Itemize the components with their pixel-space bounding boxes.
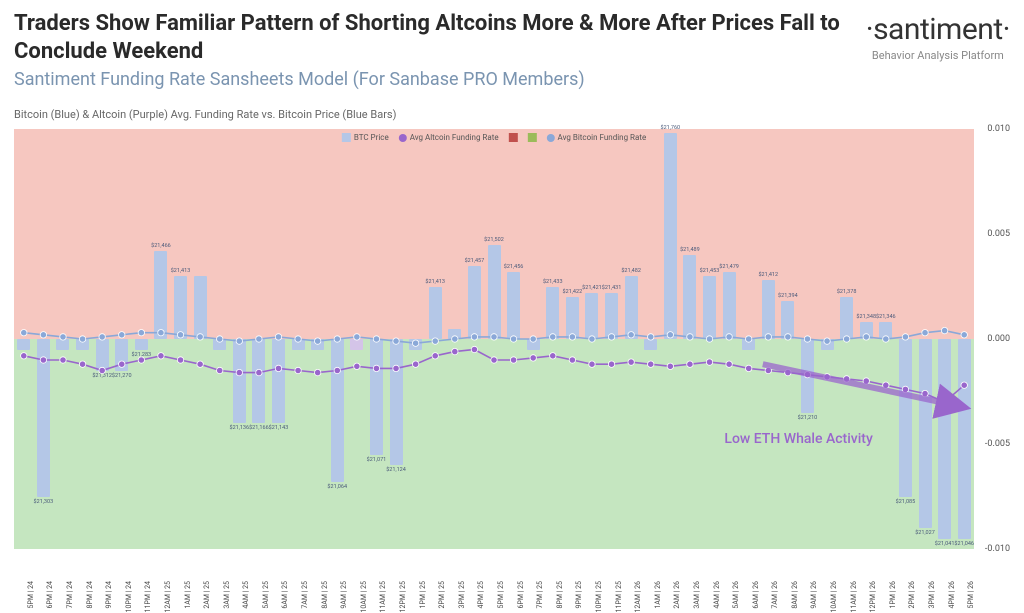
y-tick-label: -0.005 <box>985 439 1010 449</box>
annotation-text: Low ETH Whale Activity <box>724 431 872 447</box>
x-tick-label: 2PM | 26 <box>908 581 916 609</box>
x-tick-label: 11PM | 25 <box>615 581 623 612</box>
legend-label: Avg Bitcoin Funding Rate <box>558 133 647 142</box>
legend-item: Avg Bitcoin Funding Rate <box>547 133 647 142</box>
plot-area: BTC Price Avg Altcoin Funding Rate Avg Bit… <box>14 129 974 549</box>
legend-item <box>509 133 518 142</box>
legend-label: BTC Price <box>354 133 389 142</box>
y-tick-label: 0.000 <box>987 334 1010 344</box>
legend-swatch <box>399 134 407 142</box>
x-tick-label: 12PM | 26 <box>869 581 877 612</box>
x-tick-label: 3AM | 26 <box>693 581 701 609</box>
x-tick-label: 10AM | 26 <box>830 581 838 613</box>
x-tick-label: 8PM | 24 <box>86 581 94 609</box>
main-title: Traders Show Familiar Pattern of Shortin… <box>14 10 842 65</box>
legend-item: BTC Price <box>342 133 389 142</box>
brand-block: ·santiment· Behavior Analysis Platform <box>866 12 1010 62</box>
x-tick-label: 4AM | 26 <box>713 581 721 609</box>
subtitle: Santiment Funding Rate Sansheets Model (… <box>14 69 842 90</box>
x-tick-label: 7PM | 25 <box>536 581 544 609</box>
legend-swatch <box>547 134 555 142</box>
y-tick-label: 0.010 <box>987 124 1010 134</box>
x-tick-label: 12AM | 26 <box>634 581 642 613</box>
y-tick-label: 0.005 <box>987 229 1010 239</box>
x-tick-label: 10PM | 25 <box>595 581 603 612</box>
x-tick-label: 2AM | 26 <box>673 581 681 609</box>
x-tick-label: 1PM | 25 <box>419 581 427 609</box>
x-tick-label: 4PM | 25 <box>477 581 485 609</box>
y-axis: 0.0100.0050.000-0.005-0.010 <box>974 129 1010 549</box>
x-tick-label: 7AM | 26 <box>771 581 779 609</box>
legend-item <box>528 133 537 142</box>
x-tick-label: 4AM | 25 <box>242 581 250 609</box>
lines-layer <box>14 129 974 549</box>
x-tick-label: 6AM | 25 <box>281 581 289 609</box>
x-tick-label: 8AM | 26 <box>791 581 799 609</box>
x-tick-label: 11PM | 24 <box>144 581 152 612</box>
x-tick-label: 12PM | 25 <box>399 581 407 612</box>
x-axis: 5PM | 246PM | 247PM | 248PM | 249PM | 24… <box>14 549 974 589</box>
legend-item: Avg Altcoin Funding Rate <box>399 133 499 142</box>
x-tick-label: 7AM | 25 <box>301 581 309 609</box>
x-tick-label: 3PM | 26 <box>928 581 936 609</box>
legend: BTC Price Avg Altcoin Funding Rate Avg Bit… <box>342 133 646 142</box>
legend-swatch <box>342 133 351 142</box>
x-tick-label: 9PM | 25 <box>575 581 583 609</box>
x-tick-label: 5PM | 24 <box>27 581 35 609</box>
x-tick-label: 1AM | 26 <box>654 581 662 609</box>
x-tick-label: 1PM | 26 <box>889 581 897 609</box>
x-tick-label: 8PM | 25 <box>556 581 564 609</box>
legend-label: Avg Altcoin Funding Rate <box>410 133 499 142</box>
x-tick-label: 2AM | 25 <box>203 581 211 609</box>
x-tick-label: 7PM | 24 <box>66 581 74 609</box>
x-tick-label: 6PM | 24 <box>46 581 54 609</box>
legend-swatch <box>509 133 518 142</box>
x-tick-label: 3AM | 25 <box>223 581 231 609</box>
x-tick-label: 11AM | 25 <box>379 581 387 613</box>
x-tick-label: 11AM | 26 <box>850 581 858 613</box>
chart: BTC Price Avg Altcoin Funding Rate Avg Bit… <box>14 129 1010 589</box>
header-row: Traders Show Familiar Pattern of Shortin… <box>14 10 1010 90</box>
x-tick-label: 9AM | 26 <box>810 581 818 609</box>
title-block: Traders Show Familiar Pattern of Shortin… <box>14 10 842 90</box>
x-tick-label: 6PM | 25 <box>517 581 525 609</box>
x-tick-label: 10PM | 24 <box>125 581 133 612</box>
legend-swatch <box>528 133 537 142</box>
x-tick-label: 10AM | 25 <box>360 581 368 613</box>
x-tick-label: 5AM | 26 <box>732 581 740 609</box>
x-tick-label: 4PM | 26 <box>948 581 956 609</box>
chart-label: Bitcoin (Blue) & Altcoin (Purple) Avg. F… <box>14 108 1010 121</box>
x-tick-label: 6AM | 26 <box>752 581 760 609</box>
x-tick-label: 9AM | 25 <box>340 581 348 609</box>
x-tick-label: 12AM | 25 <box>164 581 172 613</box>
x-tick-label: 5PM | 25 <box>497 581 505 609</box>
brand-tagline: Behavior Analysis Platform <box>866 49 1010 62</box>
x-tick-label: 2PM | 25 <box>438 581 446 609</box>
y-tick-label: -0.010 <box>985 544 1010 554</box>
x-tick-label: 9PM | 24 <box>105 581 113 609</box>
x-tick-label: 1AM | 25 <box>184 581 192 609</box>
brand-logo: ·santiment· <box>866 12 1010 47</box>
x-tick-label: 5PM | 26 <box>967 581 975 609</box>
x-tick-label: 8AM | 25 <box>321 581 329 609</box>
x-tick-label: 3PM | 25 <box>458 581 466 609</box>
x-tick-label: 5AM | 25 <box>262 581 270 609</box>
